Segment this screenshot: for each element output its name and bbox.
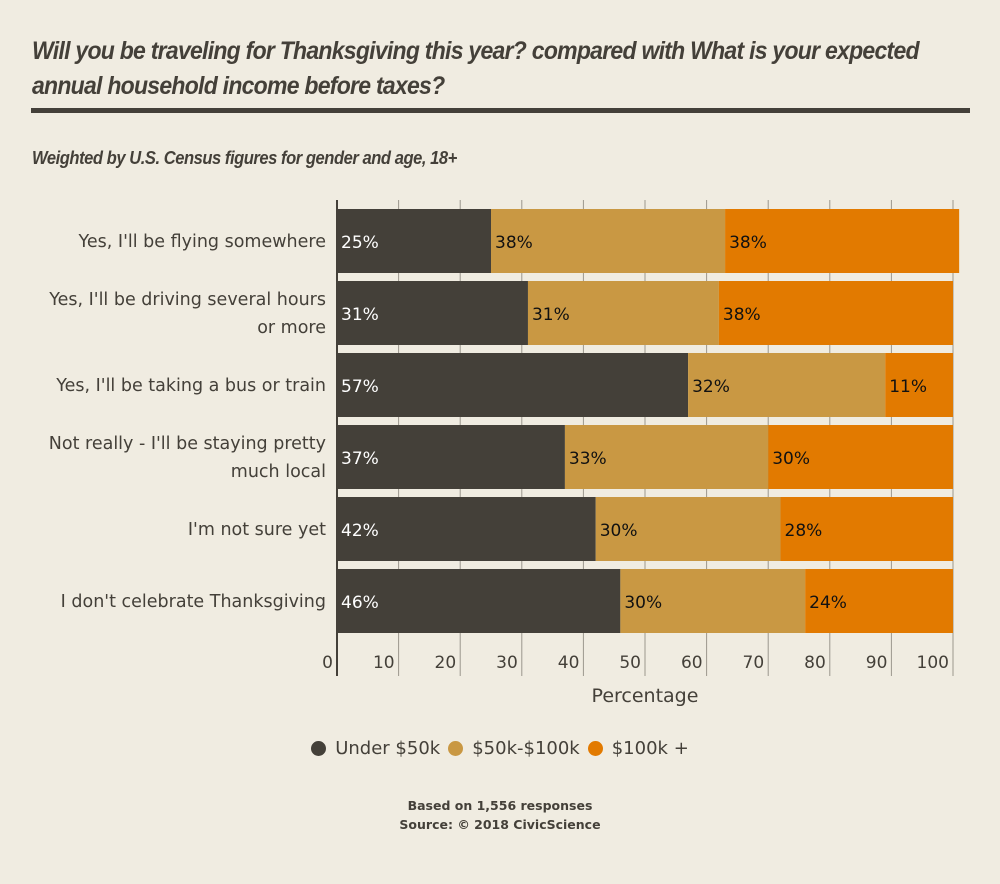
title-divider <box>31 108 970 113</box>
category-label: or more <box>257 318 326 338</box>
x-tick-label: 40 <box>558 653 580 673</box>
data-label: 11% <box>889 377 927 397</box>
legend-dot-icon <box>448 741 464 756</box>
bar-segment <box>718 281 953 345</box>
bar-segment <box>564 425 769 489</box>
category-label: Yes, I'll be flying somewhere <box>78 232 326 252</box>
category-label: Yes, I'll be taking a bus or train <box>55 376 326 396</box>
bar-segment <box>885 353 953 417</box>
legend: Under $50k $50k-$100k $100k + <box>0 738 1000 761</box>
x-tick-label: 30 <box>496 653 518 673</box>
legend-item: $50k-$100k <box>448 738 580 759</box>
responses-note: Based on 1,556 responses <box>407 798 593 813</box>
bar-segment <box>780 497 953 561</box>
bar-segment <box>337 425 565 489</box>
data-label: 28% <box>785 521 823 541</box>
bar-segment <box>337 569 621 633</box>
bar-segment <box>337 209 491 273</box>
legend-item: Under $50k <box>311 738 440 759</box>
category-label: much local <box>231 462 326 482</box>
data-label: 24% <box>809 593 847 613</box>
chart-subtitle: Weighted by U.S. Census figures for gend… <box>32 148 457 168</box>
x-axis-ticks: 0 10 20 30 40 50 60 70 80 90 100 <box>322 653 949 673</box>
data-label: 37% <box>341 449 379 469</box>
data-label: 30% <box>600 521 638 541</box>
x-tick-label: 80 <box>804 653 826 673</box>
legend-label: $50k-$100k <box>472 738 580 759</box>
data-label: 30% <box>624 593 662 613</box>
x-tick-label: 50 <box>619 653 641 673</box>
x-tick-label: 70 <box>743 653 765 673</box>
data-label: 25% <box>341 233 379 253</box>
data-label: 38% <box>495 233 533 253</box>
bar-segment <box>620 569 806 633</box>
legend-label: $100k + <box>611 738 689 759</box>
bar-segment <box>337 353 689 417</box>
bar-segment <box>805 569 953 633</box>
bar-segment <box>768 425 953 489</box>
footer: Based on 1,556 responses Source: © 2018 … <box>0 796 1000 834</box>
x-tick-label: 10 <box>373 653 395 673</box>
data-label: 57% <box>341 377 379 397</box>
category-label: I don't celebrate Thanksgiving <box>61 592 326 612</box>
legend-label: Under $50k <box>335 738 441 759</box>
data-label: 30% <box>772 449 810 469</box>
legend-dot-icon <box>311 741 327 756</box>
x-tick-label: 60 <box>681 653 703 673</box>
chart-title: Will you be traveling for Thanksgiving t… <box>32 37 920 100</box>
x-tick-label: 20 <box>435 653 457 673</box>
data-label: 38% <box>723 305 761 325</box>
bars: 25% 38% 38% 31% 31% 38% 57% 32% 11% 37% 33% 30% 42% 3… <box>337 209 960 633</box>
bar-segment <box>725 209 960 273</box>
legend-item: $100k + <box>587 738 689 759</box>
data-label: 31% <box>341 305 379 325</box>
category-label: Yes, I'll be driving several hours <box>48 290 326 310</box>
data-label: 32% <box>692 377 730 397</box>
bar-segment <box>527 281 719 345</box>
x-tick-label: 90 <box>866 653 888 673</box>
source-note: Source: © 2018 CivicScience <box>399 817 601 832</box>
x-tick-label: 0 <box>322 653 333 673</box>
x-tick-label: 100 <box>917 653 949 673</box>
bar-segment <box>595 497 781 561</box>
data-label: 46% <box>341 593 379 613</box>
x-axis-label: Percentage <box>592 685 699 707</box>
bar-segment <box>688 353 886 417</box>
category-labels: Yes, I'll be flying somewhere Yes, I'll b… <box>48 232 326 612</box>
data-label: 33% <box>569 449 607 469</box>
bar-segment <box>337 497 596 561</box>
data-label: 31% <box>532 305 570 325</box>
data-label: 42% <box>341 521 379 541</box>
legend-dot-icon <box>587 741 603 756</box>
data-label: 38% <box>729 233 767 253</box>
bar-segment <box>491 209 726 273</box>
category-label: I'm not sure yet <box>188 520 326 540</box>
bar-segment <box>337 281 528 345</box>
category-label: Not really - I'll be staying pretty <box>49 434 326 454</box>
